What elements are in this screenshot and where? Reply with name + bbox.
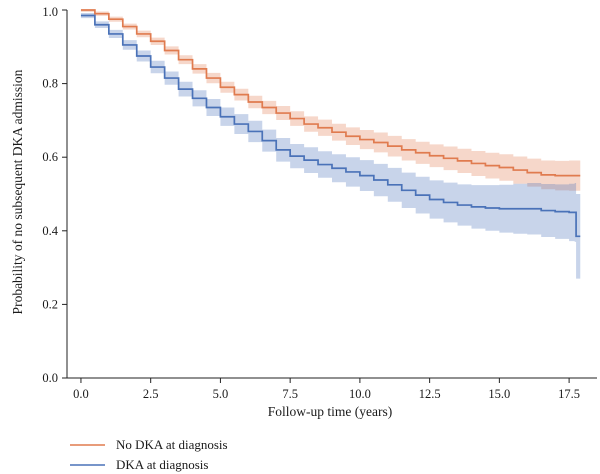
axes: 0.0 2.5 5.0 7.5 10.0 12.5 15.0 17.5 0.00.20.40.… [42, 5, 597, 401]
y-tick-label: 0.4 [42, 224, 58, 238]
y-tick-label: 0.6 [42, 150, 58, 164]
x-tick-label: 10.0 [349, 387, 371, 401]
series-line-dka-at-diagnosis [80, 14, 581, 238]
y-tick-label: 0.8 [42, 77, 58, 91]
x-tick-label: 5.0 [213, 387, 229, 401]
legend-label-no-dka: No DKA at diagnosis [116, 437, 228, 452]
y-tick-label: 1.0 [42, 5, 58, 19]
y-tick-label: 0.2 [42, 297, 58, 311]
series-lines [80, 9, 581, 238]
confidence-bands [80, 10, 581, 279]
x-tick-label: 12.5 [419, 387, 441, 401]
legend-label-dka: DKA at diagnosis [116, 457, 208, 472]
x-axis-ticks: 0.0 2.5 5.0 7.5 10.0 12.5 15.0 17.5 [73, 378, 580, 401]
y-axis-title: Probability of no subsequent DKA admissi… [10, 69, 25, 314]
x-tick-label: 0.0 [73, 387, 89, 401]
legend: No DKA at diagnosis DKA at diagnosis [70, 437, 228, 472]
x-tick-label: 17.5 [558, 387, 580, 401]
y-tick-label: 0.0 [42, 371, 58, 385]
y-axis-ticks: 0.0 0.2 0.4 0.6 0.8 1.0 [42, 5, 67, 385]
confidence-band-dka-at-diagnosis [80, 12, 581, 279]
x-tick-label: 7.5 [282, 387, 298, 401]
series-line-no-dka-at-diagnosis [80, 9, 581, 177]
x-tick-label: 2.5 [143, 387, 159, 401]
x-axis-title: Follow-up time (years) [268, 404, 392, 419]
x-tick-label: 15.0 [488, 387, 510, 401]
